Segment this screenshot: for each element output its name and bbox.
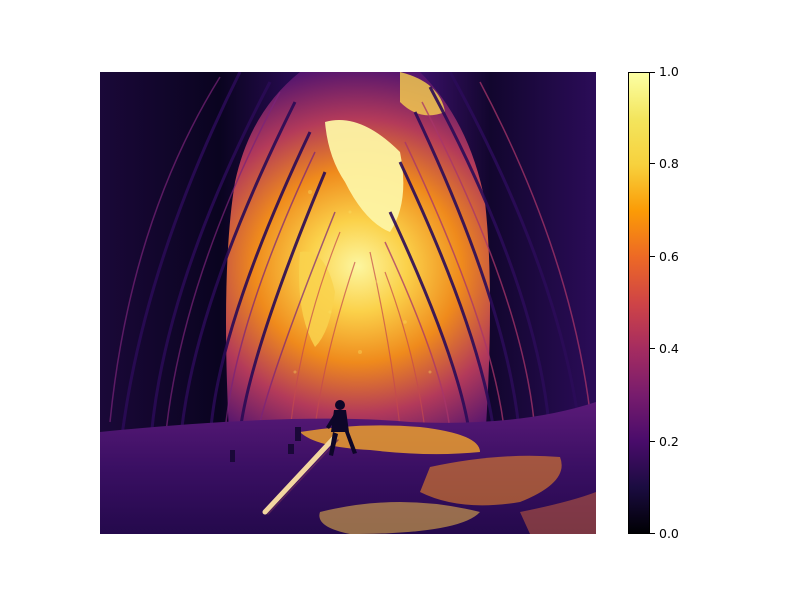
colorbar-tick-label: 0.0 <box>659 526 679 541</box>
colorbar-tick-label: 1.0 <box>659 64 679 79</box>
colorbar-tick-label: 0.8 <box>659 156 679 171</box>
colorbar-tick <box>650 441 655 442</box>
colorbar-tick <box>650 533 655 534</box>
colorbar-tick <box>650 256 655 257</box>
colorbar-tick-label: 0.4 <box>659 341 679 356</box>
colorbar-tick-label: 0.2 <box>659 434 679 449</box>
image-panel <box>100 72 596 534</box>
colorbar-tick <box>650 72 655 73</box>
colorbar-tick <box>650 163 655 164</box>
bamboo-tunnel-image <box>100 72 596 534</box>
colorbar-tick-label: 0.6 <box>659 249 679 264</box>
person-silhouette <box>326 400 357 456</box>
colorbar-tick <box>650 348 655 349</box>
colorbar <box>628 72 650 534</box>
